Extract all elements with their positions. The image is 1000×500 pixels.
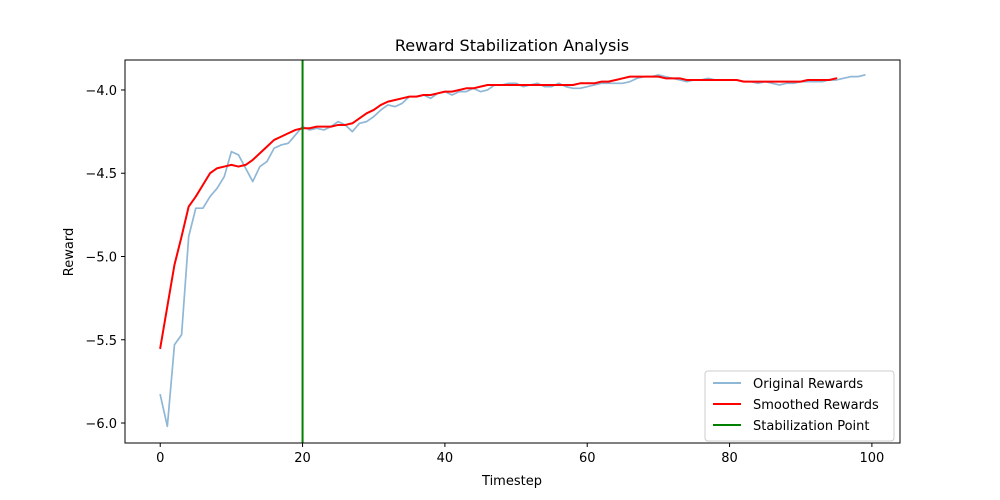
legend-box xyxy=(704,370,895,442)
legend: Original Rewards Smoothed Rewards Stabiliz… xyxy=(704,370,895,442)
x-axis: 0 20 40 60 80 100 xyxy=(156,443,884,466)
legend-original-rewards-label: Original Rewards xyxy=(753,377,863,392)
x-tick-label: 20 xyxy=(294,451,311,466)
y-tick-label: −4.0 xyxy=(85,84,117,99)
x-tick-label: 80 xyxy=(721,451,738,466)
x-tick-label: 100 xyxy=(859,451,884,466)
y-tick-label: −5.0 xyxy=(85,250,117,265)
x-axis-label: Timestep xyxy=(481,474,542,489)
y-axis-label: Reward xyxy=(62,228,77,276)
x-tick-label: 60 xyxy=(579,451,596,466)
plot-frame xyxy=(124,59,901,444)
y-tick-label: −5.5 xyxy=(85,334,117,349)
y-tick-label: −4.5 xyxy=(85,167,117,182)
x-tick-label: 40 xyxy=(437,451,454,466)
plot-area xyxy=(124,59,901,444)
x-tick-label: 0 xyxy=(156,451,164,466)
smoothed-rewards-line xyxy=(159,75,838,350)
y-axis: −6.0 −5.5 −5.0 −4.5 −4.0 xyxy=(85,84,125,432)
legend-smoothed-rewards-label: Smoothed Rewards xyxy=(753,398,879,413)
legend-stabilization-point-label: Stabilization Point xyxy=(753,419,870,434)
series-layer xyxy=(159,60,866,443)
y-tick-label: −6.0 xyxy=(85,417,117,432)
chart-title: Reward Stabilization Analysis xyxy=(395,36,629,55)
